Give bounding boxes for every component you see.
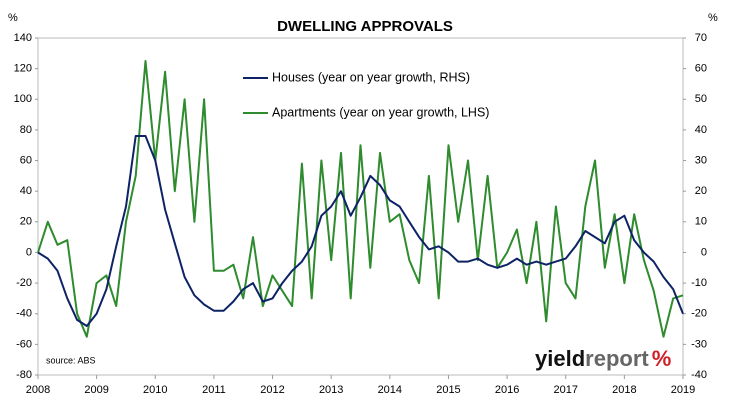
y2-tick-label: 30 xyxy=(695,154,707,166)
x-tick-label: 2014 xyxy=(378,384,402,396)
x-tick-label: 2019 xyxy=(671,384,695,396)
x-tick-label: 2011 xyxy=(202,384,226,396)
y-axis-unit: % xyxy=(8,12,18,24)
y-tick-label: 0 xyxy=(26,246,32,258)
x-tick-label: 2012 xyxy=(260,384,284,396)
y-tick-label: 20 xyxy=(20,216,32,228)
source: source: ABS xyxy=(46,355,96,365)
y2-tick-label: -20 xyxy=(691,308,707,320)
y-tick-label: -20 xyxy=(16,277,32,289)
y2-axis-unit: % xyxy=(708,12,718,24)
y-tick-label: -60 xyxy=(16,338,32,350)
y-tick-label: 80 xyxy=(20,124,32,136)
series-line xyxy=(37,135,684,327)
legend-label: Houses (year on year growth, RHS) xyxy=(272,70,470,84)
chart-title: DWELLING APPROVALS xyxy=(277,18,453,35)
logo-part: report xyxy=(585,346,649,371)
logo-part: yield xyxy=(535,346,585,371)
y2-tick-label: 60 xyxy=(695,63,707,75)
plot-frame xyxy=(37,37,684,376)
x-tick-label: 2015 xyxy=(436,384,460,396)
logo: yieldreport% xyxy=(535,346,671,371)
y-tick-label: 40 xyxy=(20,185,32,197)
x-tick-label: 2017 xyxy=(553,384,577,396)
y2-tick-label: -40 xyxy=(691,369,707,381)
y2-tick-label: 10 xyxy=(695,216,707,228)
x-tick-label: 2013 xyxy=(319,384,343,396)
logo-part: % xyxy=(652,346,672,371)
x-tick-label: 2016 xyxy=(495,384,519,396)
y2-tick-label: 0 xyxy=(701,246,707,258)
y2-tick-label: 40 xyxy=(695,124,707,136)
series-line xyxy=(37,60,684,338)
y2-tick-label: -30 xyxy=(691,338,707,350)
y-tick-label: -80 xyxy=(16,369,32,381)
y-tick-label: 140 xyxy=(14,32,32,44)
y2-tick-label: 70 xyxy=(695,32,707,44)
x-tick-label: 2008 xyxy=(26,384,50,396)
y2-tick-label: -10 xyxy=(691,277,707,289)
y-tick-label: 100 xyxy=(14,93,32,105)
x-tick-label: 2009 xyxy=(84,384,108,396)
x-tick-label: 2018 xyxy=(612,384,636,396)
legend-label: Apartments (year on year growth, LHS) xyxy=(272,105,489,119)
y-tick-label: 120 xyxy=(14,63,32,75)
x-tick-label: 2010 xyxy=(143,384,167,396)
y-tick-label: -40 xyxy=(16,308,32,320)
y-tick-label: 60 xyxy=(20,154,32,166)
y2-tick-label: 50 xyxy=(695,93,707,105)
y2-tick-label: 20 xyxy=(695,185,707,197)
